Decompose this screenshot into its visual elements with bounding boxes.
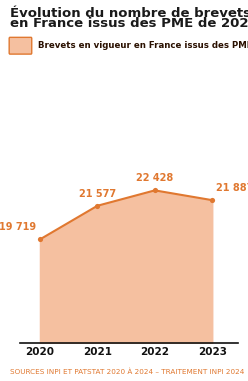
Point: [210, 197, 214, 203]
Text: 21 887: 21 887: [217, 183, 248, 193]
Text: 22 428: 22 428: [136, 173, 173, 183]
Point: [95, 203, 99, 209]
Point: [38, 236, 42, 242]
Text: SOURCES INPI ET PATSTAT 2020 À 2024 – TRAITEMENT INPI 2024: SOURCES INPI ET PATSTAT 2020 À 2024 – TR…: [10, 369, 244, 375]
Point: [153, 187, 157, 194]
Text: Brevets en vigueur en France issus des PME: Brevets en vigueur en France issus des P…: [38, 41, 248, 50]
Text: en France issus des PME de 2020 à 2023: en France issus des PME de 2020 à 2023: [10, 17, 248, 30]
Text: 21 577: 21 577: [79, 189, 116, 199]
Text: 19 719: 19 719: [0, 223, 36, 232]
Text: Évolution du nombre de brevets en vigueur: Évolution du nombre de brevets en vigueu…: [10, 6, 248, 20]
